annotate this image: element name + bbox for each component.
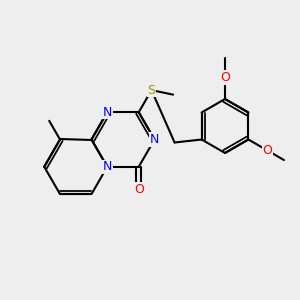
Text: S: S (148, 84, 155, 97)
Text: O: O (134, 183, 144, 196)
Text: N: N (103, 160, 112, 173)
Text: N: N (103, 106, 112, 119)
Text: N: N (150, 133, 159, 146)
Text: O: O (262, 144, 272, 157)
Text: O: O (220, 71, 230, 84)
